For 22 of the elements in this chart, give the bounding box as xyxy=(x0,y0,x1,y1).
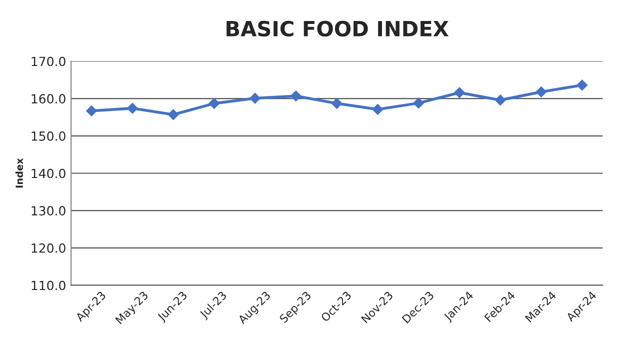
point xyxy=(168,109,179,120)
y-axis-title: Index xyxy=(15,158,23,188)
point xyxy=(126,102,138,114)
y-tick-label: 120.0 xyxy=(32,243,66,253)
point xyxy=(372,104,384,115)
chart-title: BASIC FOOD INDEX xyxy=(226,20,449,37)
point xyxy=(576,80,588,91)
point xyxy=(536,86,547,98)
y-tick-label: 110.0 xyxy=(32,280,66,290)
point xyxy=(454,87,465,98)
point xyxy=(250,92,260,104)
y-tick-label: 150.0 xyxy=(32,131,66,141)
y-tick-label: 170.0 xyxy=(32,56,66,66)
y-tick-label: 160.0 xyxy=(32,94,66,104)
y-tick-label: 130.0 xyxy=(32,206,66,216)
point xyxy=(494,94,506,106)
y-tick-label: 140.0 xyxy=(32,168,66,178)
point xyxy=(290,90,302,102)
point xyxy=(331,98,342,109)
point xyxy=(208,98,220,109)
point xyxy=(86,105,97,116)
point xyxy=(413,98,424,108)
